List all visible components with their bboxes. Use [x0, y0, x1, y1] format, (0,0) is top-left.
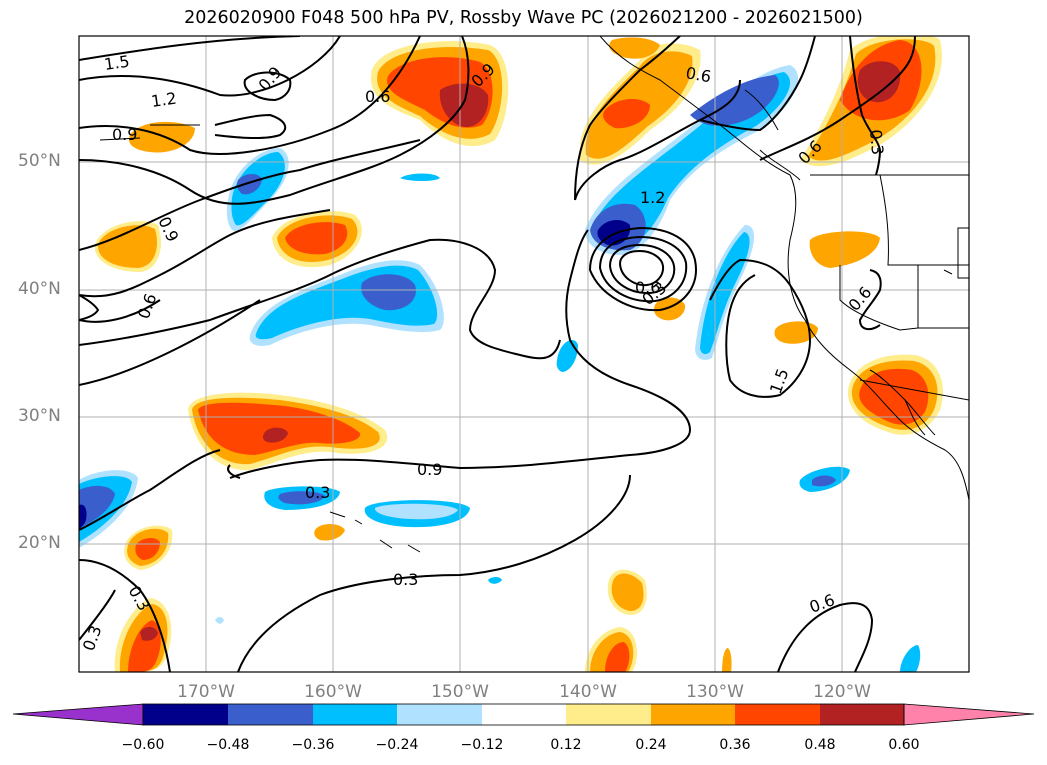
colorbar-tick: −0.48 — [206, 737, 250, 753]
colorbar-over-arrow — [903, 703, 1035, 726]
colorbar-tick: 0.24 — [635, 737, 667, 753]
colorbar-bin — [566, 704, 651, 725]
contour-label: 0.3 — [393, 570, 418, 589]
positive-anomaly-gulf — [370, 41, 509, 147]
negative-anomaly-streak — [585, 65, 799, 255]
contour-label: 1.2 — [640, 188, 665, 207]
lon-label-140w: 140°W — [559, 682, 617, 702]
colorbar-tick: 0.12 — [550, 737, 582, 753]
lat-label-50n: 50°N — [18, 151, 61, 171]
colorbar-tick: 0.36 — [719, 737, 751, 753]
positive-anomaly-bc — [800, 36, 942, 167]
colorbar-tick: −0.36 — [291, 737, 335, 753]
colorbar-bin — [143, 704, 228, 725]
pv-anomaly-shading — [79, 36, 943, 672]
colorbar-tick: 0.60 — [888, 737, 920, 753]
positive-anomaly-midpacific — [272, 211, 362, 268]
contour-label: 0.3 — [866, 129, 887, 156]
lon-label-130w: 130°W — [686, 682, 744, 702]
colorbar — [12, 703, 1035, 726]
pv-contours — [79, 36, 916, 672]
lon-label-150w: 150°W — [431, 682, 489, 702]
contour-label: 1.5 — [103, 52, 131, 74]
colorbar-under-arrow — [12, 703, 144, 726]
colorbar-bin — [651, 704, 735, 725]
colorbar-tick: −0.24 — [375, 737, 419, 753]
colorbar-tick: −0.12 — [460, 737, 504, 753]
contour-label: 0.6 — [684, 63, 712, 86]
map-panel: 1.5 1.2 0.9 0.9 0.9 0.6 0.6 0.9 0.6 1.2 … — [79, 36, 969, 672]
lat-label-30n: 30°N — [18, 406, 61, 426]
lon-label-160w: 160°W — [304, 682, 362, 702]
lat-label-40n: 40°N — [18, 279, 61, 299]
colorbar-tick: 0.48 — [804, 737, 836, 753]
positive-anomaly-subtropical — [188, 392, 388, 471]
negative-anomaly-central — [249, 260, 444, 346]
colorbar-bin — [228, 704, 313, 725]
contour-label: 1.2 — [150, 89, 178, 111]
contour-label: 0.6 — [635, 278, 660, 297]
contour-label: 0.6 — [365, 87, 390, 106]
colorbar-bin — [313, 704, 397, 725]
lon-label-170w: 170°W — [177, 682, 235, 702]
figure-title: 2026020900 F048 500 hPa PV, Rossby Wave … — [184, 8, 863, 28]
colorbar-frame — [142, 703, 905, 726]
colorbar-bin — [482, 704, 566, 725]
colorbar-tick: −0.60 — [121, 737, 165, 753]
map-border — [78, 35, 970, 673]
colorbar-bin — [820, 704, 904, 725]
lat-label-20n: 20°N — [18, 533, 61, 553]
contour-label: 0.9 — [112, 125, 137, 144]
colorbar-bin — [397, 704, 482, 725]
lon-label-120w: 120°W — [813, 682, 871, 702]
gridlines — [79, 36, 969, 672]
positive-anomaly-alaska-panhandle — [579, 37, 701, 165]
contour-label: 0.9 — [417, 460, 442, 479]
contour-label: 0.3 — [305, 483, 330, 502]
colorbar-bin — [735, 704, 820, 725]
